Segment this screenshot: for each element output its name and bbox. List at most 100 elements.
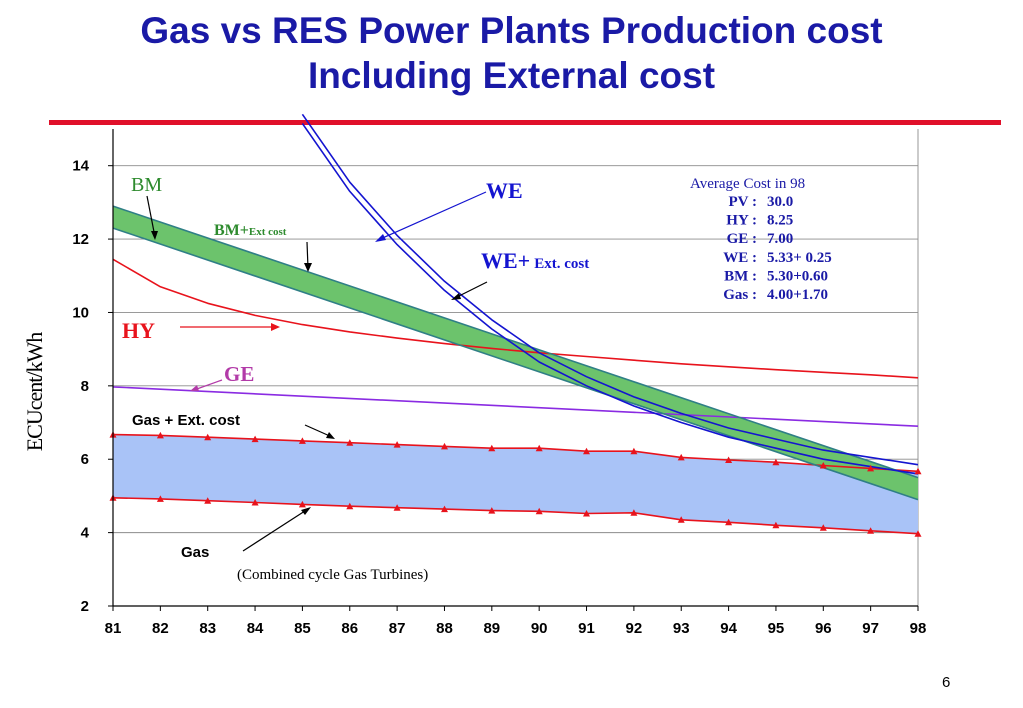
marker-layer — [109, 431, 922, 537]
y-axis-label: ECUcent/kWh — [22, 332, 47, 452]
marker-gas-88 — [441, 505, 448, 513]
marker-gas-86 — [346, 502, 354, 510]
label-hy: HY — [122, 318, 155, 343]
label-we-ext-small: Ext. cost — [534, 256, 589, 272]
x-tick-label-91: 91 — [578, 620, 595, 637]
average-cost-value-1: 8.25 — [767, 213, 793, 229]
slide-title: Gas vs RES Power Plants Production cost … — [0, 8, 1023, 98]
x-tick-label-97: 97 — [862, 620, 879, 637]
x-tick-label-95: 95 — [768, 620, 785, 637]
marker-gas-ext-cost-92 — [630, 447, 638, 455]
x-tick-label-83: 83 — [199, 620, 216, 637]
marker-gas-82 — [156, 495, 164, 502]
marker-gas-95 — [772, 521, 780, 529]
arrowhead-gas — [301, 507, 311, 515]
label-we: WE — [486, 178, 523, 203]
average-cost-label-3: WE : — [723, 250, 757, 266]
average-cost-label-4: BM : — [724, 268, 757, 284]
average-cost-value-4: 5.30+0.60 — [767, 268, 828, 284]
marker-gas-ext-cost-89 — [488, 444, 496, 452]
label-we-ext-main: WE+ — [481, 248, 530, 273]
arrow-we-ext — [454, 281, 488, 299]
series-layer — [112, 113, 919, 535]
x-tick-label-94: 94 — [720, 620, 737, 637]
marker-gas-ext-cost-84 — [251, 435, 259, 443]
x-tick-label-86: 86 — [341, 620, 358, 637]
y-tick-label-8: 8 — [81, 378, 89, 395]
marker-gas-ext-cost-97 — [867, 464, 875, 472]
x-tick-label-88: 88 — [436, 620, 453, 637]
marker-gas-ext-cost-87 — [393, 441, 401, 448]
marker-gas-ext-cost-82 — [156, 431, 164, 439]
series-line-hy — [112, 258, 919, 379]
label-bm-ext: BM+Ext cost — [214, 222, 287, 239]
average-cost-value-0: 30.0 — [767, 194, 793, 210]
label-we-ext: WE+ Ext. cost — [481, 248, 589, 273]
average-cost-rows: PV : 30.0 HY : 8.25 GE : 7.00 WE : 5.33+ 0.25 BM… — [723, 194, 832, 303]
marker-gas-91 — [583, 510, 590, 517]
series-line-gas-ext-cost — [112, 433, 919, 473]
marker-gas-ext-cost-86 — [346, 439, 354, 446]
average-cost-title: Average Cost in 98 — [690, 176, 805, 192]
y-tick-label-6: 6 — [81, 451, 89, 468]
arrowhead-bm-ext — [304, 263, 312, 272]
average-cost-value-2: 7.00 — [767, 231, 793, 247]
arrow-we — [377, 191, 487, 241]
marker-gas-ext-cost-95 — [772, 458, 780, 466]
marker-gas-89 — [488, 507, 496, 514]
x-tick-label-93: 93 — [673, 620, 690, 637]
y-tick-label-14: 14 — [72, 158, 89, 175]
label-bm-ext-small: Ext cost — [249, 226, 287, 238]
y-tick-label-4: 4 — [81, 525, 90, 542]
average-cost-value-3: 5.33+ 0.25 — [767, 250, 832, 266]
series-line-we-ext-cost — [301, 113, 919, 466]
marker-gas-85 — [298, 500, 306, 508]
marker-gas-94 — [725, 518, 733, 526]
title-divider — [49, 120, 1001, 125]
marker-gas-90 — [535, 507, 543, 515]
marker-gas-87 — [393, 504, 401, 511]
axes — [108, 129, 919, 611]
marker-gas-98 — [914, 530, 922, 537]
y-tick-label-2: 2 — [81, 598, 89, 615]
average-cost-label-2: GE : — [727, 231, 757, 247]
marker-gas-83 — [204, 497, 212, 504]
tick-labels: 2 4 6 8 10 12 14 81 82 83 84 85 86 87 88 89 90 91 92 93 94 95… — [72, 158, 926, 637]
marker-gas-ext-cost-94 — [725, 456, 733, 463]
marker-gas-ext-cost-88 — [441, 442, 448, 450]
average-cost-label-5: Gas : — [723, 287, 757, 303]
series-line-bm — [112, 227, 919, 501]
x-tick-label-85: 85 — [294, 620, 311, 637]
arrowhead-ge — [190, 385, 199, 391]
marker-gas-92 — [630, 509, 638, 516]
marker-gas-ext-cost-90 — [535, 444, 543, 452]
arrowhead-bm — [151, 231, 158, 240]
bm-ext-cost-band — [113, 206, 918, 500]
x-tick-label-98: 98 — [910, 620, 927, 637]
marker-gas-ext-cost-85 — [298, 437, 306, 444]
marker-gas-ext-cost-96 — [819, 462, 827, 469]
marker-gas-97 — [867, 527, 875, 534]
arrowhead-hy — [271, 323, 280, 331]
x-tick-label-87: 87 — [389, 620, 406, 637]
annotation-arrows — [146, 191, 488, 552]
x-tick-label-81: 81 — [105, 620, 122, 637]
series-line-bm-ext-cost — [112, 205, 919, 479]
marker-gas-ext-cost-83 — [204, 433, 212, 441]
arrowhead-we — [375, 234, 386, 242]
label-gas: Gas — [181, 544, 209, 561]
arrow-gas — [242, 508, 309, 552]
label-gas-note: (Combined cycle Gas Turbines) — [237, 567, 428, 583]
arrowhead-gas-ext — [326, 432, 335, 439]
y-tick-label-12: 12 — [72, 231, 89, 248]
label-bm-ext-main: BM+ — [214, 222, 249, 239]
series-line-gas — [112, 497, 919, 535]
x-tick-label-96: 96 — [815, 620, 832, 637]
x-tick-label-84: 84 — [247, 620, 264, 637]
series-line-we — [301, 123, 919, 475]
label-bm: BM — [131, 174, 162, 196]
x-tick-label-90: 90 — [531, 620, 548, 637]
marker-gas-ext-cost-91 — [583, 447, 590, 455]
average-cost-value-5: 4.00+1.70 — [767, 287, 828, 303]
